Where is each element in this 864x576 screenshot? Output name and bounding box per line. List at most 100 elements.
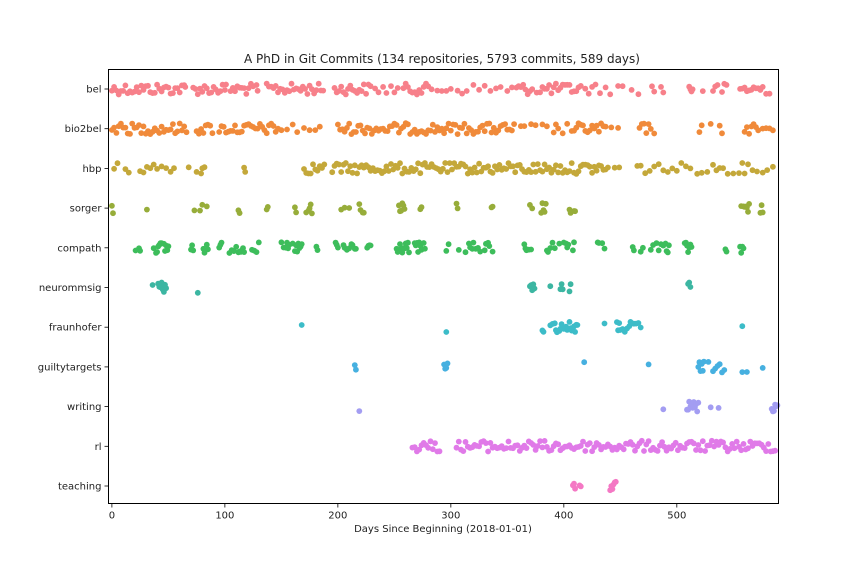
commit-point	[490, 124, 497, 131]
commit-point	[710, 161, 716, 168]
commit-point	[530, 161, 537, 168]
commit-point	[292, 204, 298, 211]
commit-point	[218, 239, 225, 246]
commit-point	[351, 162, 358, 169]
x-tick-label-300: 300	[441, 511, 460, 522]
commit-point	[645, 361, 652, 368]
commit-point	[577, 83, 584, 89]
commit-point	[441, 130, 447, 137]
commit-point	[479, 122, 486, 129]
commit-point	[698, 122, 705, 129]
commit-point	[310, 161, 316, 168]
commit-point	[136, 122, 142, 128]
commit-point	[637, 324, 644, 331]
commit-point	[193, 169, 200, 175]
commit-point	[609, 486, 616, 492]
commit-point	[321, 161, 328, 168]
commit-point	[347, 163, 354, 170]
commit-point	[165, 243, 172, 250]
commit-point	[151, 89, 158, 96]
commit-point	[582, 448, 589, 454]
commit-point	[495, 127, 502, 134]
commit-point	[541, 438, 548, 444]
commit-point	[489, 170, 496, 176]
commit-point	[651, 163, 658, 170]
commit-point	[241, 249, 248, 256]
commit-point	[418, 90, 425, 96]
commit-point	[503, 445, 510, 451]
commit-point	[770, 163, 776, 170]
commit-point	[253, 82, 260, 88]
y-tick-label-compath: compath	[57, 243, 101, 254]
commit-point	[182, 84, 189, 90]
commit-point	[120, 88, 127, 94]
commit-point	[255, 239, 262, 246]
commit-point	[138, 82, 145, 89]
commit-point	[486, 120, 493, 127]
commit-point	[555, 125, 562, 132]
commit-point	[605, 164, 611, 171]
commit-point	[551, 320, 558, 327]
commit-point	[171, 165, 177, 172]
commit-point	[405, 84, 411, 90]
series-hbp	[111, 160, 776, 177]
commit-point	[203, 85, 210, 92]
commit-point	[593, 167, 600, 174]
commit-point	[354, 170, 360, 177]
commit-point	[487, 88, 494, 94]
commit-point	[774, 402, 781, 409]
y-tick-label-bio2bel: bio2bel	[65, 124, 102, 135]
commit-point	[731, 445, 738, 452]
commit-point	[759, 365, 766, 371]
commit-point	[447, 86, 454, 92]
y-axis: bel bio2bel hbp sorger compath neurommsig frau…	[38, 85, 109, 493]
commit-point	[264, 204, 271, 210]
commit-point	[197, 207, 203, 214]
commit-point	[572, 208, 578, 215]
commit-point	[144, 206, 150, 213]
commit-point	[353, 129, 359, 135]
series-teaching	[570, 478, 619, 494]
commit-point	[405, 121, 411, 128]
commit-point	[331, 85, 338, 91]
commit-point	[203, 241, 210, 248]
commit-point	[381, 168, 388, 175]
commit-point	[429, 121, 436, 128]
commit-point	[759, 209, 766, 216]
commit-point	[580, 122, 586, 129]
commit-point	[443, 88, 450, 94]
commit-point	[288, 80, 295, 87]
commit-point	[199, 201, 206, 208]
commit-point	[504, 88, 511, 94]
commit-point	[363, 90, 369, 97]
commit-point	[597, 90, 603, 97]
commit-point	[710, 88, 716, 94]
commit-point	[530, 442, 537, 448]
commit-point	[744, 369, 750, 375]
commit-point	[307, 201, 314, 208]
commit-point	[461, 120, 468, 127]
commit-point	[564, 120, 571, 127]
commit-point	[208, 89, 215, 96]
commit-point	[293, 209, 299, 216]
commit-point	[401, 206, 408, 212]
commit-point	[528, 246, 534, 253]
commit-point	[454, 87, 461, 94]
commit-point	[473, 169, 480, 176]
commit-point	[397, 160, 403, 167]
commit-point	[586, 163, 593, 170]
commit-point	[217, 88, 224, 95]
commit-point	[306, 127, 313, 134]
commit-point	[357, 122, 364, 129]
commit-point	[542, 200, 549, 207]
commit-point	[619, 83, 626, 90]
commit-point	[286, 88, 293, 95]
commit-point	[383, 163, 390, 170]
commit-point	[443, 248, 450, 254]
commit-point	[147, 165, 154, 172]
commit-point	[523, 445, 530, 451]
commit-point	[205, 246, 211, 253]
commit-point	[608, 124, 615, 131]
commit-point	[349, 169, 356, 176]
series-guiltytargets	[351, 358, 766, 376]
